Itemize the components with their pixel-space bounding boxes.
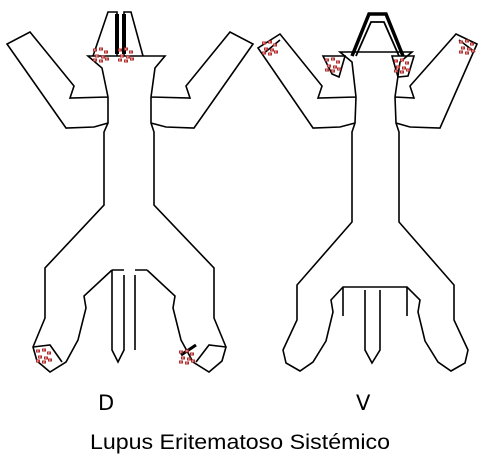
lesion-dot-highlight bbox=[105, 51, 107, 53]
red-lesion-cluster bbox=[459, 39, 475, 55]
lesion-dot-highlight bbox=[49, 359, 51, 361]
lesion-dot-highlight bbox=[337, 61, 339, 63]
dorsal-ear-lesions bbox=[93, 47, 134, 63]
lesion-dot-highlight bbox=[466, 52, 468, 54]
lesion-dot-highlight bbox=[460, 51, 462, 53]
lesion-dot-highlight bbox=[269, 53, 271, 55]
lesion-dot-highlight bbox=[45, 357, 47, 359]
ventral-paw-lesions bbox=[262, 39, 475, 56]
lesion-dot-highlight bbox=[39, 356, 41, 358]
dorsal-view-label: D bbox=[98, 391, 114, 415]
lesion-dot-highlight bbox=[462, 47, 464, 49]
red-lesion-cluster bbox=[262, 40, 278, 56]
lesion-dot-highlight bbox=[121, 55, 123, 57]
lesion-dot-highlight bbox=[275, 51, 277, 53]
lesion-dot-highlight bbox=[328, 65, 330, 67]
ventral-view: V bbox=[256, 12, 479, 415]
lesion-dot-highlight bbox=[332, 70, 334, 72]
lesion-dot-highlight bbox=[468, 48, 470, 50]
lesion-dot-highlight bbox=[460, 41, 462, 43]
lesion-dot-highlight bbox=[37, 350, 39, 352]
lesion-dot-highlight bbox=[125, 60, 127, 62]
lesion-dot-highlight bbox=[130, 51, 132, 53]
red-lesion-cluster bbox=[118, 47, 134, 63]
lesion-dot-highlight bbox=[472, 50, 474, 52]
lesion-dot-highlight bbox=[188, 358, 190, 360]
lesion-dot-highlight bbox=[94, 49, 96, 51]
lesion-dot-highlight bbox=[403, 67, 405, 69]
lesion-dot-highlight bbox=[271, 49, 273, 51]
lesion-dot-highlight bbox=[326, 69, 328, 71]
dorsal-left-hind-pad bbox=[32, 344, 63, 363]
lesion-dot-highlight bbox=[395, 60, 397, 62]
lesion-dot-highlight bbox=[395, 70, 397, 72]
lesion-dot-highlight bbox=[119, 59, 121, 61]
lesion-dot-highlight bbox=[332, 58, 334, 60]
lesion-dot-highlight bbox=[119, 49, 121, 51]
lesion-dot-highlight bbox=[180, 351, 182, 353]
lesion-dot-highlight bbox=[192, 360, 194, 362]
lesion-dot-highlight bbox=[43, 349, 45, 351]
lesion-dot-highlight bbox=[100, 48, 102, 50]
red-lesion-cluster bbox=[36, 348, 52, 364]
lesion-dot-highlight bbox=[48, 352, 50, 354]
lesion-dot-highlight bbox=[265, 48, 267, 50]
lesion-dot-highlight bbox=[125, 48, 127, 50]
red-lesion-cluster bbox=[179, 349, 195, 365]
red-lesion-cluster bbox=[93, 47, 109, 63]
lesion-dot-highlight bbox=[191, 353, 193, 355]
lesion-dot-highlight bbox=[407, 69, 409, 71]
lesion-dot-highlight bbox=[397, 66, 399, 68]
lesion-dot-highlight bbox=[186, 350, 188, 352]
lesion-dot-highlight bbox=[96, 55, 98, 57]
figure-caption: Lupus Eritematoso Sistémico bbox=[90, 431, 390, 454]
ventral-left-ear-patch bbox=[321, 55, 347, 79]
lesion-dot-highlight bbox=[263, 52, 265, 54]
lesion-dot-highlight bbox=[182, 357, 184, 359]
ventral-ear-outer bbox=[350, 12, 405, 57]
lesion-dot-highlight bbox=[94, 59, 96, 61]
ventral-body-outline bbox=[256, 32, 479, 372]
lesion-dot-highlight bbox=[401, 71, 403, 73]
dorsal-paw-lesions bbox=[36, 348, 195, 365]
red-lesion-cluster bbox=[325, 57, 341, 73]
lesion-dot-highlight bbox=[338, 68, 340, 70]
red-lesion-cluster bbox=[394, 58, 410, 74]
lesion-dot-highlight bbox=[471, 43, 473, 45]
lesion-dot-highlight bbox=[180, 361, 182, 363]
ventral-ear-inner bbox=[355, 21, 400, 57]
ventral-view-label: V bbox=[356, 391, 371, 415]
lesion-dot-highlight bbox=[102, 56, 104, 58]
lesion-dot-highlight bbox=[406, 62, 408, 64]
lesion-dot-highlight bbox=[131, 58, 133, 60]
lesion-dot-highlight bbox=[127, 56, 129, 58]
lesion-dot-highlight bbox=[100, 60, 102, 62]
lesion-dot-highlight bbox=[466, 40, 468, 42]
lesion-dot-highlight bbox=[263, 42, 265, 44]
dorsal-body-outline bbox=[5, 30, 255, 373]
ventral-ear-lesions bbox=[325, 57, 410, 74]
lesion-dot-highlight bbox=[43, 361, 45, 363]
lesion-dot-highlight bbox=[269, 41, 271, 43]
lesion-dot-highlight bbox=[274, 44, 276, 46]
lesion-dot-highlight bbox=[401, 59, 403, 61]
dorsal-view: D bbox=[5, 11, 255, 415]
lesion-dot-highlight bbox=[334, 66, 336, 68]
lesion-dot-highlight bbox=[37, 360, 39, 362]
lesion-dot-highlight bbox=[106, 58, 108, 60]
dorsal-right-hind-pad bbox=[195, 344, 227, 363]
lesion-dot-highlight bbox=[186, 362, 188, 364]
lesion-dot-highlight bbox=[326, 59, 328, 61]
dorsal-ear-inner bbox=[115, 14, 126, 54]
